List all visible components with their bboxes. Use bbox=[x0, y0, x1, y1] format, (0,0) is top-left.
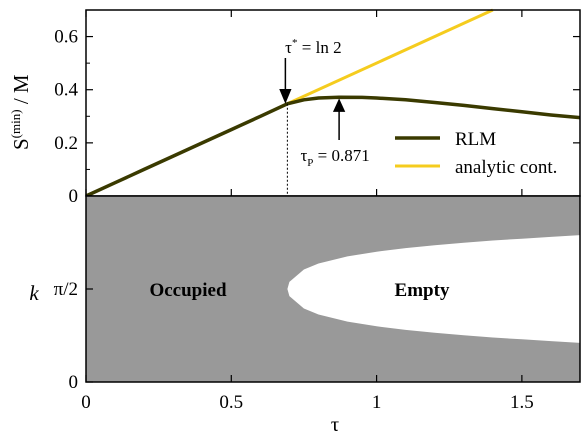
top-panel: τ* = ln 2 τP = 0.871 RLM analytic cont. … bbox=[8, 8, 581, 289]
bottom-y-tick-label-1: π/2 bbox=[54, 279, 78, 300]
region-empty bbox=[287, 235, 580, 343]
region-label-empty: Empty bbox=[395, 280, 450, 301]
series-line-rlm bbox=[85, 95, 581, 198]
annotation-tau-p-sub: P bbox=[307, 157, 313, 169]
bottom-x-tick-label-2: 1 bbox=[372, 392, 382, 413]
bottom-x-tick-label-3: 1.5 bbox=[510, 392, 534, 413]
top-y-axis-label-main: S bbox=[9, 138, 33, 150]
annotation-tau-star-rest: = ln 2 bbox=[298, 38, 342, 57]
top-y-axis-label-rest: / M bbox=[9, 74, 33, 109]
top-y-tick-label-0: 0 bbox=[69, 186, 79, 207]
series-line-analytic-cont bbox=[286, 8, 494, 106]
bottom-panel-frame bbox=[85, 195, 581, 383]
top-y-axis-label: S(min) / M bbox=[8, 74, 33, 150]
bottom-x-axis-label: τ bbox=[331, 412, 339, 431]
annotation-tau-p-main: τ bbox=[300, 146, 307, 165]
top-x-ticks bbox=[85, 10, 523, 196]
annotation-tau-p-rest: = 0.871 bbox=[313, 146, 369, 165]
annotation-tau-star: τ* = ln 2 bbox=[285, 37, 341, 57]
bottom-x-ticks: 0 0.5 1 1.5 bbox=[81, 375, 534, 413]
annotation-tau-star-sup: * bbox=[292, 37, 298, 49]
bottom-panel: Occupied Empty 0 π/2 0 0.5 1 1.5 k τ bbox=[29, 195, 581, 431]
top-y-tick-label-2: 0.4 bbox=[54, 80, 78, 101]
annotation-tau-star-main: τ bbox=[285, 38, 292, 57]
arrow-tau-star bbox=[279, 58, 292, 104]
legend-label-analytic-cont: analytic cont. bbox=[455, 157, 557, 178]
legend-label-rlm: RLM bbox=[455, 129, 496, 150]
top-y-tick-label-1: 0.2 bbox=[54, 133, 78, 154]
region-label-occupied: Occupied bbox=[149, 280, 226, 301]
legend: RLM analytic cont. bbox=[395, 129, 557, 178]
top-y-ticks: 0 0.2 0.4 0.6 bbox=[54, 27, 580, 207]
top-panel-background bbox=[86, 10, 580, 196]
bottom-y-axis-label: k bbox=[29, 281, 39, 305]
top-y-axis-label-sup: (min) bbox=[8, 109, 23, 138]
top-y-tick-label-3: 0.6 bbox=[54, 27, 78, 48]
arrow-tau-p bbox=[332, 98, 346, 140]
bottom-y-tick-label-0: 0 bbox=[69, 372, 79, 393]
annotation-tau-p: τP = 0.871 bbox=[300, 146, 369, 169]
bottom-x-tick-label-0: 0 bbox=[81, 392, 91, 413]
bottom-x-tick-label-1: 0.5 bbox=[219, 392, 243, 413]
